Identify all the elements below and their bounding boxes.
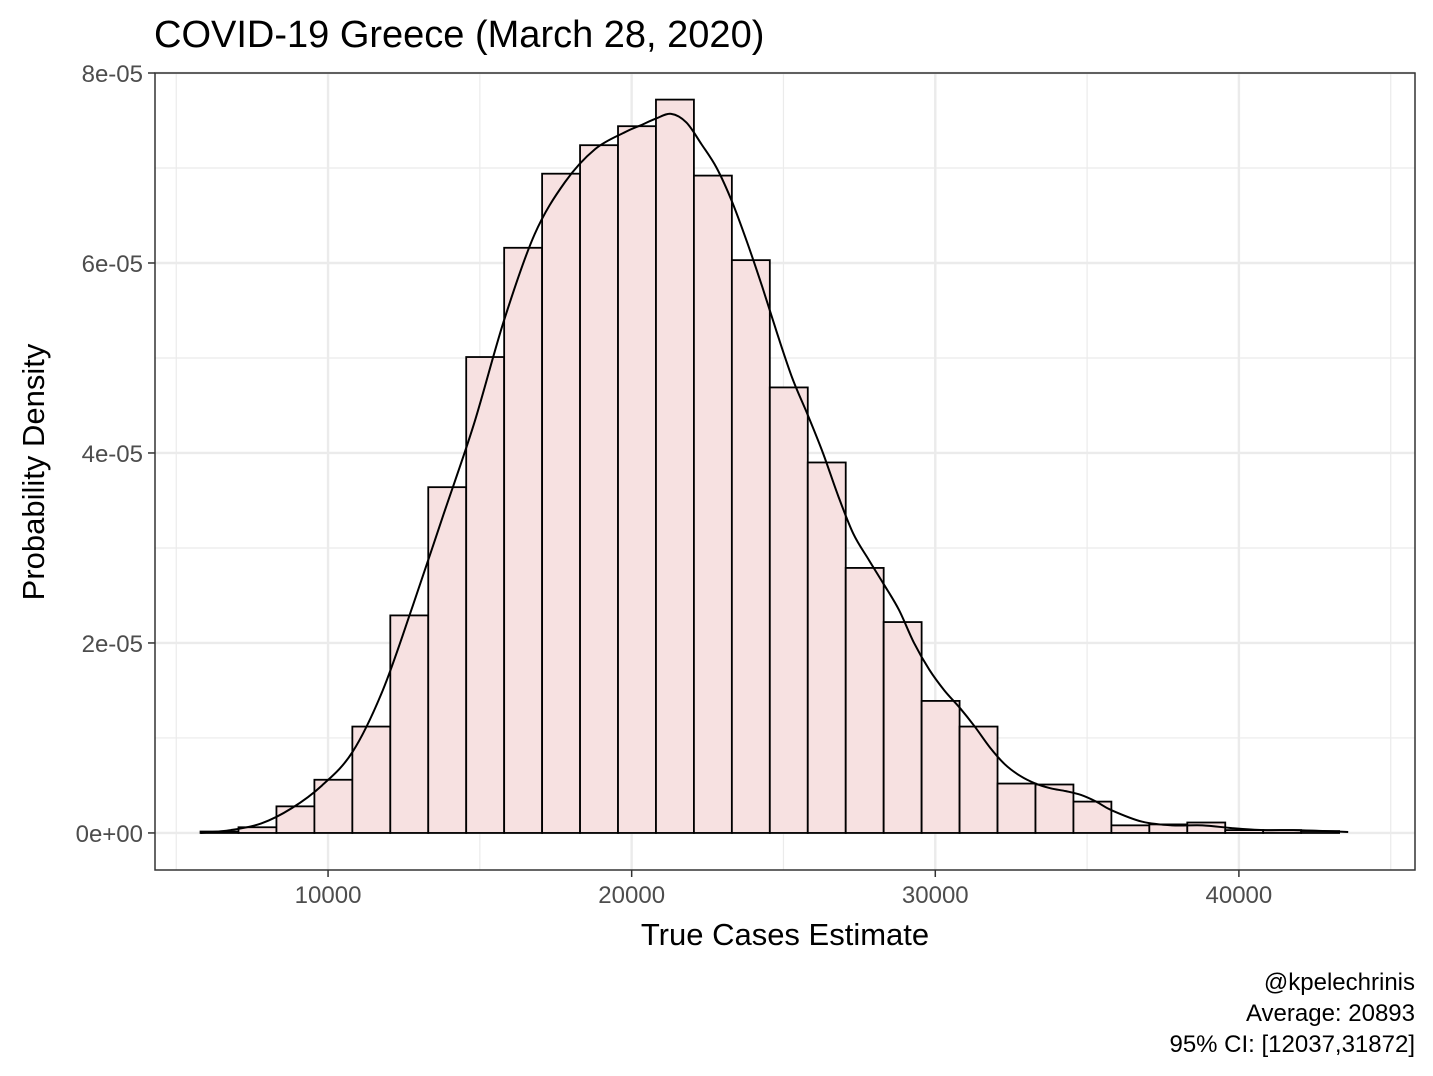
x-axis-title: True Cases Estimate [641,917,929,952]
x-tick-label: 30000 [902,882,969,909]
histogram-bar [882,621,923,834]
histogram-bar [920,700,961,834]
histogram-bar [693,174,733,834]
histogram-bar [427,486,468,834]
histogram-bar [730,259,771,834]
histogram-bar [844,567,885,834]
histogram-bar [541,172,581,834]
y-axis-ticks: 0e+00 2e-05 4e-05 6e-05 8e-05 [76,61,155,848]
caption-average: Average: 20893 [1246,1000,1415,1027]
x-tick-label: 40000 [1206,882,1273,909]
plot-panel-border [154,72,1416,871]
chart-title: COVID-19 Greece (March 28, 2020) [154,14,764,56]
caption-handle: @kpelechrinis [1264,969,1415,996]
y-axis-title: Probability Density [16,343,51,600]
density-curve [200,112,1349,834]
x-tick-label: 20000 [598,882,665,909]
y-tick-label: 8e-05 [82,61,143,88]
histogram-bar [1034,783,1075,834]
histogram-bar [313,778,354,834]
histogram-bar [275,805,316,834]
histogram-bar [389,614,430,834]
x-axis-ticks: 10000 20000 30000 40000 [295,870,1273,909]
y-tick-label: 6e-05 [82,251,143,278]
histogram-bar [655,98,695,834]
y-tick-label: 2e-05 [82,631,143,658]
histogram-bar [958,725,999,834]
y-tick-label: 4e-05 [82,441,143,468]
histogram-bar [768,386,809,834]
histogram-bar [996,782,1037,834]
caption-confidence-interval: 95% CI: [12037,31872] [1169,1031,1415,1058]
histogram-bar [1110,824,1151,834]
histogram-bar [806,461,847,834]
y-tick-label: 0e+00 [76,821,143,848]
histogram-bar [503,246,544,834]
histogram-bar [617,125,657,834]
histogram-bar [579,144,619,834]
histogram-bars [199,98,1340,834]
x-tick-label: 10000 [295,882,362,909]
